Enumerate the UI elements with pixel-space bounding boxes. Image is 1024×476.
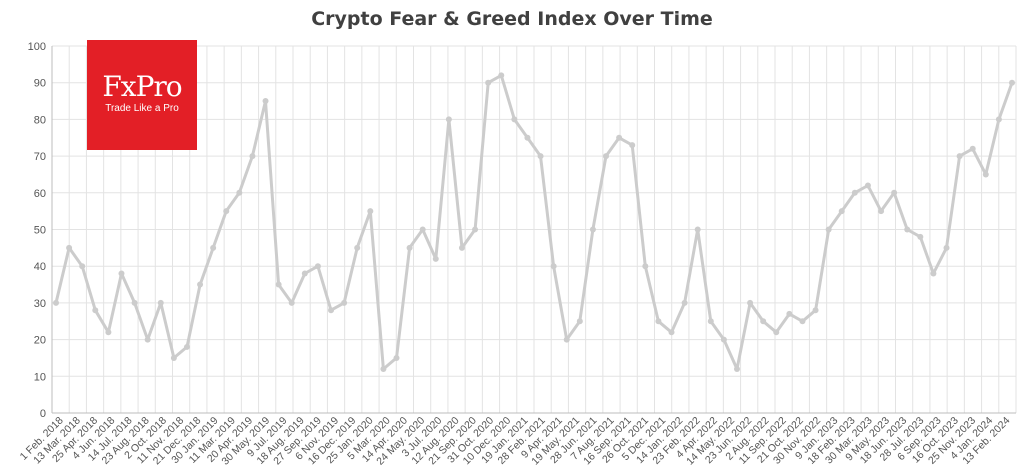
chart-title: Crypto Fear & Greed Index Over Time (311, 8, 713, 30)
data-point (707, 318, 714, 325)
gridlines (51, 45, 1017, 414)
data-point (92, 307, 99, 314)
data-point (799, 318, 806, 325)
data-point (720, 336, 727, 343)
data-point (485, 79, 492, 86)
data-point (904, 226, 911, 233)
data-point (930, 270, 937, 277)
data-point (576, 318, 583, 325)
data-point (197, 281, 204, 288)
data-point (183, 343, 190, 350)
data-point (406, 244, 413, 251)
y-tick-label: 100 (28, 41, 46, 53)
data-point (380, 365, 387, 372)
y-tick-label: 10 (34, 371, 46, 383)
data-point (301, 270, 308, 277)
y-tick-label: 0 (40, 408, 46, 420)
data-point (917, 233, 924, 240)
y-tick-label: 70 (34, 151, 46, 163)
series-fear-greed-index (53, 72, 1015, 372)
data-point (603, 153, 610, 160)
data-point (773, 329, 780, 336)
data-point (458, 244, 465, 251)
series-line (54, 73, 1014, 371)
data-point (288, 299, 295, 306)
data-point (79, 263, 86, 270)
y-tick-label: 60 (34, 188, 46, 200)
data-point (655, 318, 662, 325)
data-point (393, 354, 400, 361)
data-point (354, 244, 361, 251)
data-point (249, 153, 256, 160)
data-point (66, 244, 73, 251)
data-point (419, 226, 426, 233)
y-tick-labels: 0 10 20 30 40 50 60 70 80 90 100 (28, 41, 46, 420)
data-point (943, 244, 950, 251)
data-point (131, 299, 138, 306)
data-point (642, 263, 649, 270)
data-point (747, 299, 754, 306)
y-tick-label: 30 (34, 298, 46, 310)
data-point (328, 307, 335, 314)
data-point (825, 226, 832, 233)
data-point (367, 208, 374, 215)
data-point (432, 255, 439, 262)
y-tick-label: 90 (34, 78, 46, 90)
data-point (118, 270, 125, 277)
data-point (210, 244, 217, 251)
data-point (445, 116, 452, 123)
data-point (969, 145, 976, 152)
data-point (838, 208, 845, 215)
y-tick-label: 40 (34, 261, 46, 273)
data-point (812, 307, 819, 314)
data-point (982, 171, 989, 178)
fxpro-logo: FxPro Trade Like a Pro (87, 40, 197, 150)
data-point (891, 189, 898, 196)
data-point (563, 336, 570, 343)
axes (51, 46, 1016, 414)
logo-brand-text: FxPro (102, 70, 182, 103)
data-point (1009, 79, 1015, 86)
logo-tagline: Trade Like a Pro (105, 103, 179, 114)
data-point (550, 263, 557, 270)
data-point (629, 142, 636, 149)
data-point (314, 263, 321, 270)
data-point (341, 299, 348, 306)
y-tick-label: 80 (34, 114, 46, 126)
data-point (878, 208, 885, 215)
data-point (589, 226, 596, 233)
data-point (733, 365, 740, 372)
data-point (524, 134, 531, 141)
data-point (851, 189, 858, 196)
data-point (681, 299, 688, 306)
data-point (864, 182, 871, 189)
data-point (53, 299, 59, 306)
data-point (275, 281, 282, 288)
data-point (616, 134, 623, 141)
data-point (144, 336, 151, 343)
data-point (786, 310, 793, 317)
data-point (223, 208, 230, 215)
data-point (511, 116, 518, 123)
data-point (472, 226, 479, 233)
data-point (760, 318, 767, 325)
data-point (170, 354, 177, 361)
data-point (694, 226, 701, 233)
data-point (668, 329, 675, 336)
data-point (236, 189, 243, 196)
data-point (537, 153, 544, 160)
data-point (956, 153, 963, 160)
data-point (157, 299, 164, 306)
data-point (498, 72, 505, 79)
data-point (262, 98, 269, 105)
y-tick-label: 20 (34, 335, 46, 347)
data-point (105, 329, 112, 336)
y-tick-label: 50 (34, 225, 46, 237)
data-point (995, 116, 1002, 123)
